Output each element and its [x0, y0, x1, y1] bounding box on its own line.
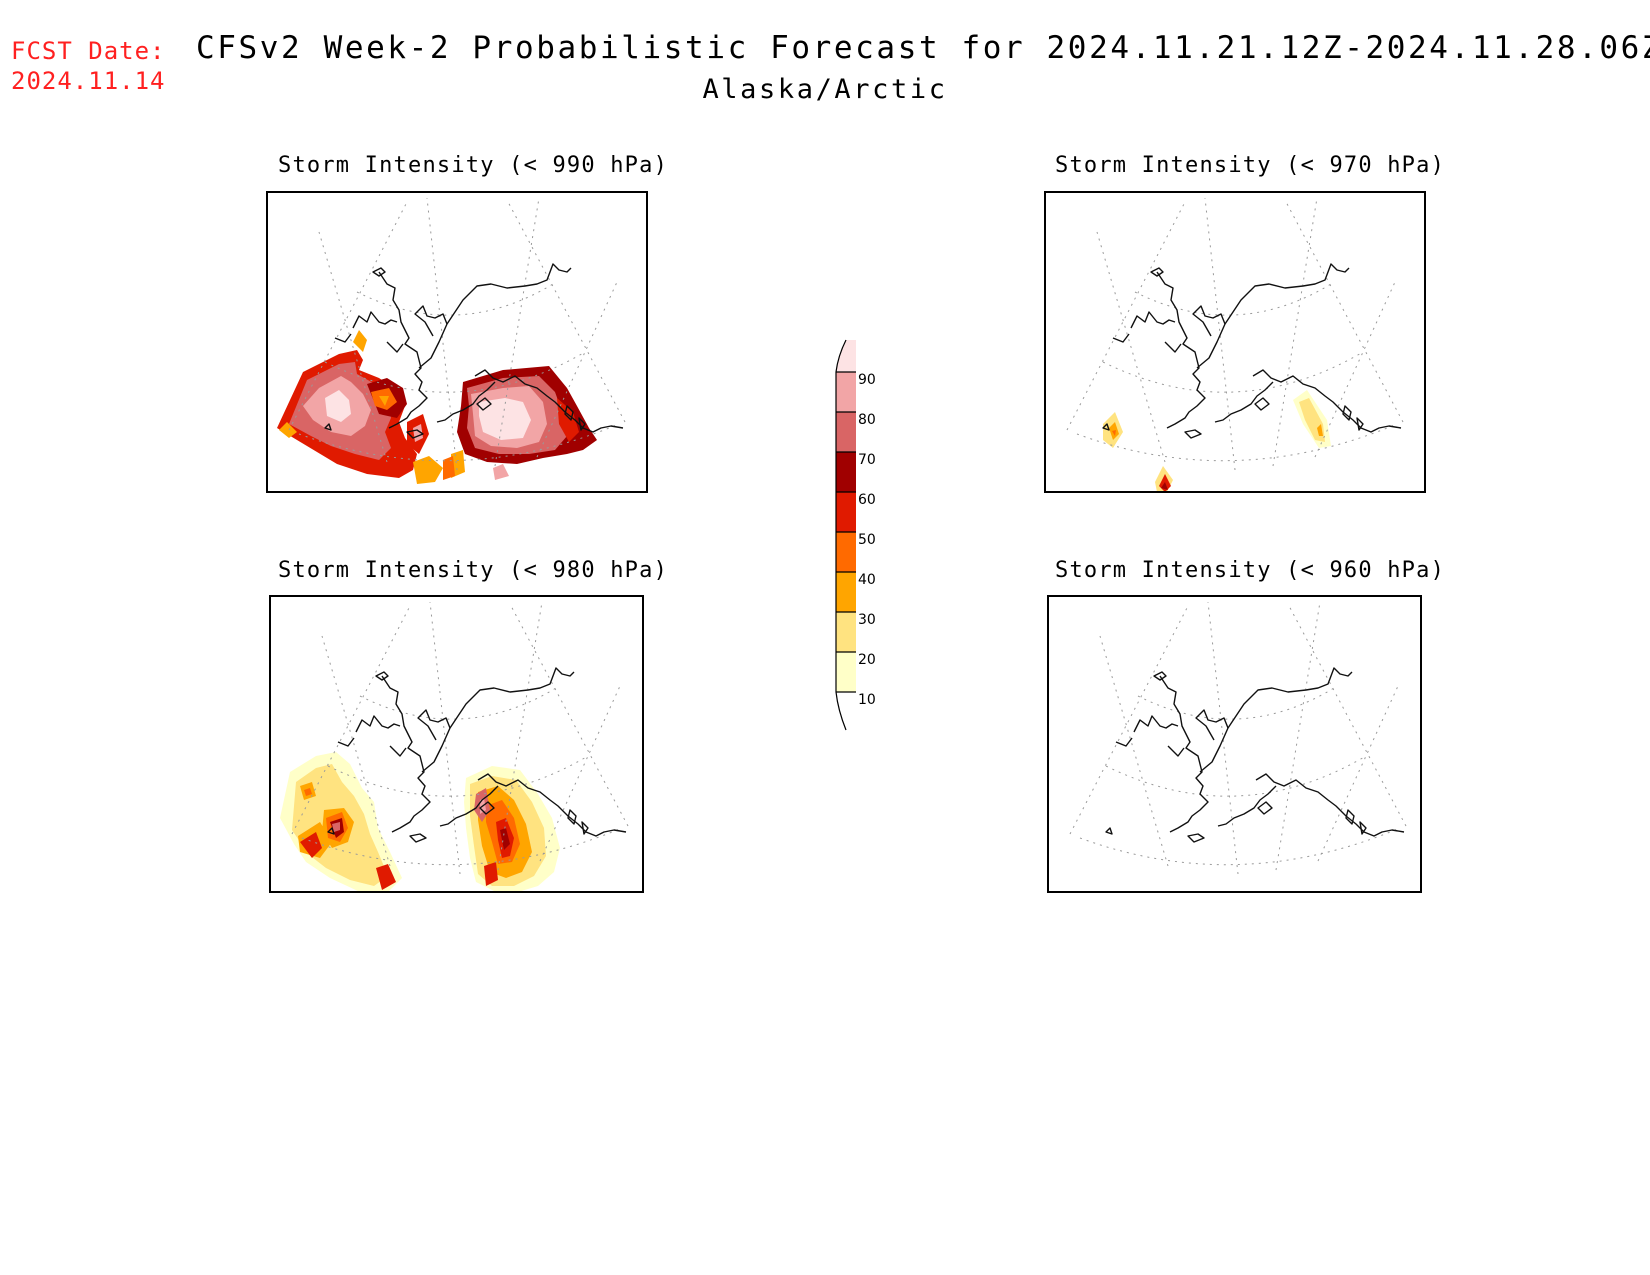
- probability-shading-970: [1103, 390, 1331, 492]
- probability-shading-990: [277, 330, 597, 484]
- colorbar-bin-60-70: [836, 452, 856, 492]
- panel-title-990: Storm Intensity (< 990 hPa): [278, 153, 669, 178]
- colorbar-bin-70-80: [836, 412, 856, 452]
- colorbar-bin-80-90: [836, 372, 856, 412]
- panel-title-970: Storm Intensity (< 970 hPa): [1055, 153, 1446, 178]
- colorbar-label-40: 40: [858, 572, 876, 588]
- colorbar-bin-50-60: [836, 492, 856, 532]
- colorbar-label-50: 50: [858, 532, 876, 548]
- colorbar-bin-30-40: [836, 572, 856, 612]
- colorbar-label-20: 20: [858, 652, 876, 668]
- map-panel-960: [1047, 595, 1422, 893]
- fcst-date-value: 2024.11.14: [11, 67, 166, 95]
- colorbar-bin-40-50: [836, 532, 856, 572]
- fcst-date-block: FCST Date: 2024.11.14: [11, 36, 166, 96]
- panel-title-960: Storm Intensity (< 960 hPa): [1055, 558, 1446, 583]
- colorbar-label-70: 70: [858, 452, 876, 468]
- map-panel-970: [1044, 191, 1426, 493]
- map-panel-980: [269, 595, 644, 893]
- fcst-date-label: FCST Date:: [11, 37, 166, 65]
- map-title: CFSv2 Week-2 Probabilistic Forecast for …: [196, 30, 1650, 66]
- colorbar-label-80: 80: [858, 412, 876, 428]
- colorbar-label-10: 10: [858, 692, 876, 708]
- colorbar-label-30: 30: [858, 612, 876, 628]
- panel-title-980: Storm Intensity (< 980 hPa): [278, 558, 669, 583]
- probability-colorbar: 90 80 70 60 50 40 30 20 10: [835, 339, 876, 731]
- colorbar-label-60: 60: [858, 492, 876, 508]
- colorbar-label-90: 90: [858, 372, 876, 388]
- colorbar-bin-20-30: [836, 612, 856, 652]
- map-panel-990: [266, 191, 648, 493]
- colorbar-bin-10-20: [836, 652, 856, 692]
- map-subtitle: Alaska/Arctic: [702, 74, 948, 105]
